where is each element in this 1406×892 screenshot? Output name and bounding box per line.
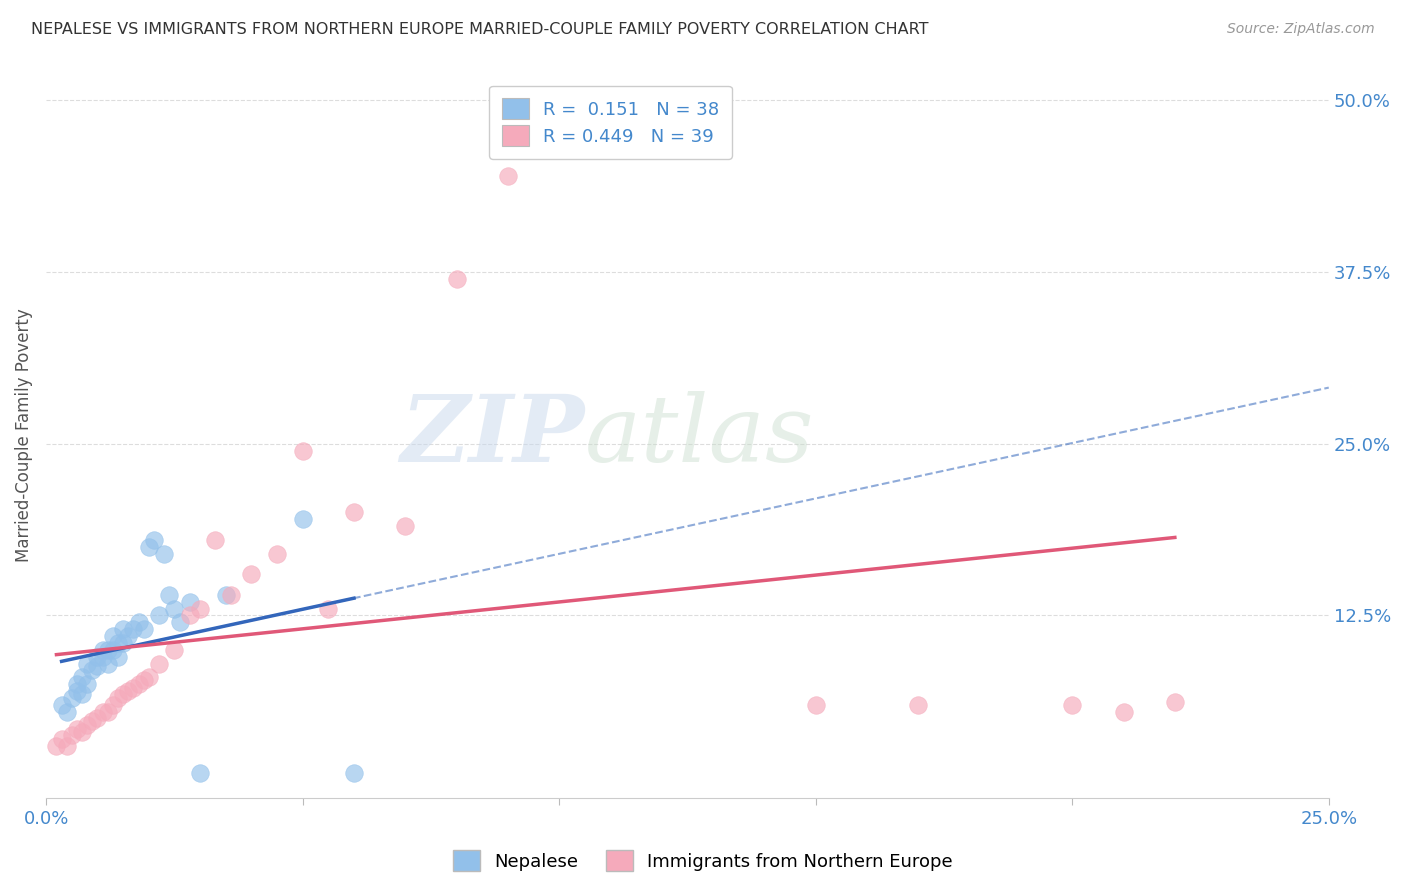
Point — [128, 677, 150, 691]
Text: ZIP: ZIP — [401, 391, 585, 481]
Point — [163, 601, 186, 615]
Point — [266, 547, 288, 561]
Point — [86, 711, 108, 725]
Point — [97, 642, 120, 657]
Point — [70, 725, 93, 739]
Point — [55, 739, 77, 753]
Point — [70, 687, 93, 701]
Point — [70, 670, 93, 684]
Point — [153, 547, 176, 561]
Point — [394, 519, 416, 533]
Point — [66, 677, 89, 691]
Point — [163, 642, 186, 657]
Point — [132, 622, 155, 636]
Point — [82, 714, 104, 729]
Text: NEPALESE VS IMMIGRANTS FROM NORTHERN EUROPE MARRIED-COUPLE FAMILY POVERTY CORREL: NEPALESE VS IMMIGRANTS FROM NORTHERN EUR… — [31, 22, 928, 37]
Point — [138, 670, 160, 684]
Point — [1164, 695, 1187, 709]
Point — [117, 629, 139, 643]
Point — [496, 169, 519, 183]
Point — [215, 588, 238, 602]
Legend: R =  0.151   N = 38, R = 0.449   N = 39: R = 0.151 N = 38, R = 0.449 N = 39 — [489, 86, 733, 159]
Point — [66, 723, 89, 737]
Point — [907, 698, 929, 712]
Point — [291, 443, 314, 458]
Y-axis label: Married-Couple Family Poverty: Married-Couple Family Poverty — [15, 309, 32, 563]
Point — [76, 677, 98, 691]
Point — [122, 681, 145, 696]
Point — [66, 684, 89, 698]
Point — [157, 588, 180, 602]
Point — [132, 673, 155, 687]
Point — [51, 732, 73, 747]
Point — [142, 533, 165, 547]
Point — [343, 506, 366, 520]
Point — [1112, 705, 1135, 719]
Point — [51, 698, 73, 712]
Point — [148, 608, 170, 623]
Point — [179, 595, 201, 609]
Point — [291, 512, 314, 526]
Point — [188, 601, 211, 615]
Point — [148, 657, 170, 671]
Point — [138, 540, 160, 554]
Point — [101, 642, 124, 657]
Point — [60, 690, 83, 705]
Point — [91, 642, 114, 657]
Point — [86, 659, 108, 673]
Point — [117, 684, 139, 698]
Point — [76, 657, 98, 671]
Point — [107, 649, 129, 664]
Point — [101, 698, 124, 712]
Point — [804, 698, 827, 712]
Point — [169, 615, 191, 630]
Point — [55, 705, 77, 719]
Legend: Nepalese, Immigrants from Northern Europe: Nepalese, Immigrants from Northern Europ… — [446, 843, 960, 879]
Point — [219, 588, 242, 602]
Point — [45, 739, 67, 753]
Point — [112, 687, 135, 701]
Point — [204, 533, 226, 547]
Text: Source: ZipAtlas.com: Source: ZipAtlas.com — [1227, 22, 1375, 37]
Point — [188, 766, 211, 780]
Point — [107, 636, 129, 650]
Point — [107, 690, 129, 705]
Point — [60, 728, 83, 742]
Point — [1062, 698, 1084, 712]
Text: atlas: atlas — [585, 391, 814, 481]
Point — [91, 649, 114, 664]
Point — [651, 107, 673, 121]
Point — [82, 664, 104, 678]
Point — [179, 608, 201, 623]
Point — [318, 601, 340, 615]
Point — [101, 629, 124, 643]
Point — [91, 705, 114, 719]
Point — [97, 705, 120, 719]
Point — [112, 622, 135, 636]
Point — [97, 657, 120, 671]
Point — [343, 766, 366, 780]
Point — [122, 622, 145, 636]
Point — [240, 567, 263, 582]
Point — [76, 718, 98, 732]
Point — [86, 649, 108, 664]
Point — [446, 272, 468, 286]
Point — [128, 615, 150, 630]
Point — [112, 636, 135, 650]
